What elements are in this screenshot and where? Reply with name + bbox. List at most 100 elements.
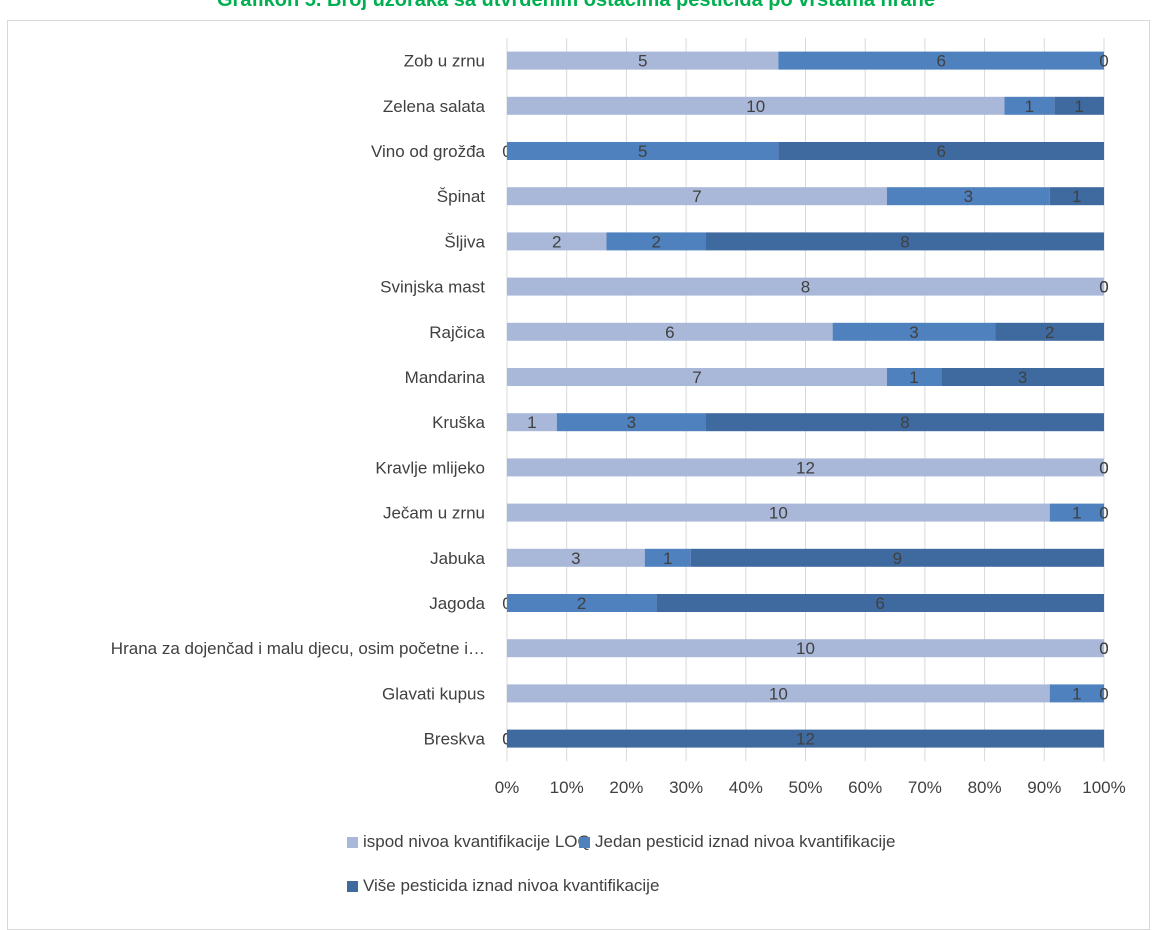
- bar-segment: [778, 51, 1104, 70]
- legend-label: Više pesticida iznad nivoa kvantifikacij…: [363, 876, 660, 895]
- bar-segment: [507, 729, 1104, 748]
- category-label: Šljiva: [444, 232, 485, 251]
- category-label: Kruška: [432, 413, 485, 432]
- category-label: Svinjska mast: [380, 278, 485, 297]
- bar-segment: [1049, 187, 1104, 206]
- bar-segment: [507, 503, 1050, 522]
- data-label: 10: [796, 639, 815, 658]
- data-label: 1: [1072, 187, 1081, 206]
- data-label: 0: [1099, 458, 1108, 477]
- x-tick-label: 60%: [848, 778, 882, 797]
- bar-segment: [644, 548, 691, 567]
- bar-segment: [507, 232, 607, 251]
- data-label: 1: [1072, 684, 1081, 703]
- legend-item-multiple-pesticides: Više pesticida iznad nivoa kvantifikacij…: [347, 876, 659, 896]
- data-label: 1: [1025, 97, 1034, 116]
- bar-segment: [507, 684, 1050, 703]
- data-label: 0: [1099, 458, 1108, 477]
- data-label: 10: [769, 684, 788, 703]
- data-label: 3: [627, 413, 636, 432]
- category-label: Mandarina: [405, 368, 486, 387]
- bar-segment: [941, 368, 1104, 386]
- data-label: 8: [900, 413, 909, 432]
- bar-segment: [1049, 503, 1104, 522]
- chart-title: Grafikon 5. Broj uzoraka sa utvrđenim os…: [216, 0, 936, 11]
- data-label: 1: [909, 368, 918, 387]
- category-label: Kravlje mlijeko: [375, 458, 485, 477]
- data-label: 5: [638, 52, 647, 71]
- bar-segment: [606, 232, 706, 251]
- data-label: 1: [1072, 504, 1081, 523]
- bar-segment: [1049, 684, 1104, 703]
- data-label: 7: [692, 368, 701, 387]
- category-label: Vino od grožđa: [371, 142, 486, 161]
- category-label: Zob u zrnu: [404, 52, 485, 71]
- data-label: 2: [577, 594, 586, 613]
- data-label: 3: [964, 187, 973, 206]
- category-label: Hrana za dojenčad i malu djecu, osim poč…: [111, 639, 485, 658]
- bar-segment: [656, 594, 1104, 612]
- data-label: 2: [652, 232, 661, 251]
- bar-segment: [886, 187, 1050, 206]
- legend-swatch-multiple-pesticides: [347, 880, 358, 892]
- data-label: 6: [665, 323, 674, 342]
- bar-segment: [507, 368, 887, 386]
- data-label: 0: [1099, 639, 1108, 658]
- category-label: Ječam u zrnu: [383, 504, 485, 523]
- bar-segment: [556, 413, 706, 432]
- legend-swatch-below-loq: [347, 836, 358, 848]
- data-label: 1: [663, 549, 672, 568]
- data-label: 6: [875, 594, 884, 613]
- x-tick-label: 30%: [669, 778, 703, 797]
- data-label: 10: [746, 97, 765, 116]
- data-label: 1: [1074, 97, 1083, 116]
- bar-segment: [778, 142, 1104, 160]
- bar-segment: [706, 413, 1104, 432]
- category-label: Breskva: [424, 730, 486, 749]
- bar-segment: [507, 594, 657, 612]
- x-tick-label: 20%: [609, 778, 643, 797]
- bar-segment: [706, 232, 1104, 251]
- category-label: Glavati kupus: [382, 684, 485, 703]
- category-label: Zelena salata: [383, 97, 486, 116]
- data-label: 10: [769, 504, 788, 523]
- data-label: 3: [1018, 368, 1027, 387]
- x-tick-label: 0%: [495, 778, 520, 797]
- x-tick-label: 50%: [788, 778, 822, 797]
- bar-segment: [507, 413, 557, 432]
- bar-segment: [507, 548, 645, 567]
- data-label: 0: [1099, 278, 1108, 297]
- data-label: 0: [1099, 278, 1108, 297]
- data-label: 3: [571, 549, 580, 568]
- bar-segment: [507, 142, 779, 160]
- bar-segment: [995, 322, 1104, 341]
- bar-segment: [1054, 96, 1104, 115]
- legend-item-below-loq: ispod nivoa kvantifikacije LOQ: [347, 832, 591, 852]
- bar-segment: [832, 322, 996, 341]
- bar-segment: [507, 96, 1005, 115]
- legend-label: ispod nivoa kvantifikacije LOQ: [363, 832, 591, 851]
- bar-segment: [1004, 96, 1055, 115]
- bar-segment: [507, 458, 1104, 477]
- data-label: 9: [893, 549, 902, 568]
- data-label: 6: [936, 142, 945, 161]
- x-tick-label: 40%: [729, 778, 763, 797]
- bar-segment: [690, 548, 1104, 567]
- data-label: 12: [796, 458, 815, 477]
- category-label: Jabuka: [430, 549, 485, 568]
- data-label: 0: [1099, 52, 1108, 71]
- data-label: 12: [796, 730, 815, 749]
- bar-segment: [507, 51, 779, 70]
- category-label: Jagoda: [429, 594, 485, 613]
- category-label: Rajčica: [429, 323, 485, 342]
- legend-swatch-one-pesticide: [579, 836, 590, 848]
- data-label: 3: [909, 323, 918, 342]
- bar-segment: [507, 322, 833, 341]
- legend-label: Jedan pesticid iznad nivoa kvantifikacij…: [595, 832, 896, 851]
- data-label: 5: [638, 142, 647, 161]
- data-label: 7: [692, 187, 701, 206]
- data-label: 2: [1045, 323, 1054, 342]
- x-tick-label: 80%: [968, 778, 1002, 797]
- data-label: 8: [801, 278, 810, 297]
